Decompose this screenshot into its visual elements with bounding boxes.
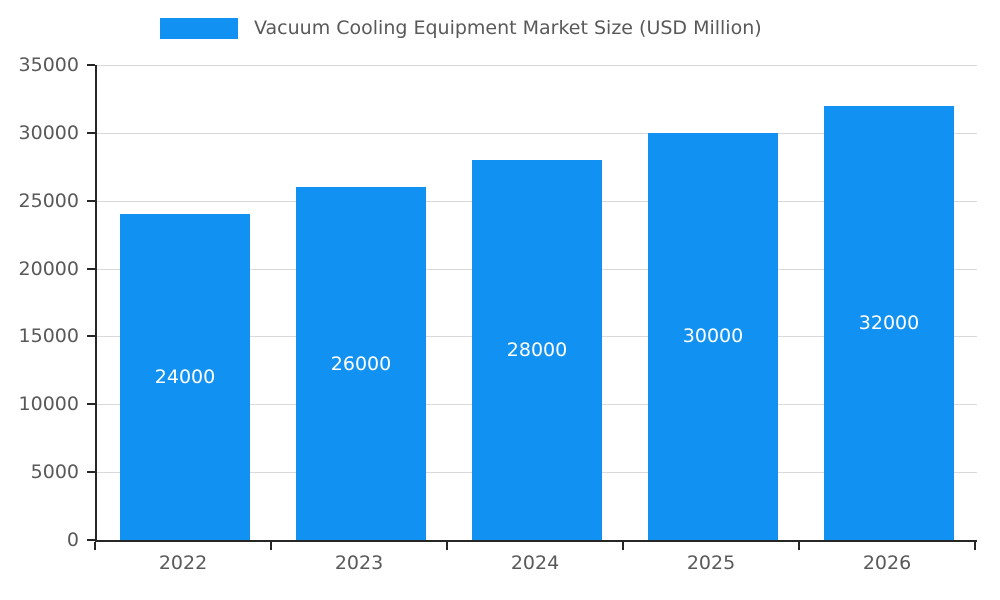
bar-value-label: 26000 <box>330 352 392 375</box>
y-tick-label: 35000 <box>18 54 79 76</box>
x-tick-mark <box>622 542 624 550</box>
chart-legend[interactable]: Vacuum Cooling Equipment Market Size (US… <box>160 17 762 39</box>
bar[interactable]: 24000 <box>120 214 250 540</box>
y-tick-mark <box>87 131 95 134</box>
bar-value-label: 30000 <box>682 325 744 348</box>
bar-value-label: 32000 <box>858 311 920 334</box>
x-tick-mark <box>270 542 272 550</box>
x-tick-label: 2022 <box>158 552 208 574</box>
y-tick-label: 20000 <box>18 257 79 280</box>
legend-label: Vacuum Cooling Equipment Market Size (US… <box>254 17 762 39</box>
y-tick-label: 30000 <box>18 121 79 144</box>
y-tick-label: 0 <box>66 529 79 551</box>
x-tick-mark <box>798 542 800 550</box>
y-tick-label: 5000 <box>30 461 79 484</box>
x-tick-label: 2026 <box>862 552 912 574</box>
gridline <box>97 65 977 66</box>
y-tick-mark <box>87 199 95 202</box>
plot-area: 24000 26000 28000 30000 32000 <box>95 65 977 542</box>
y-tick-mark <box>87 267 95 270</box>
x-tick-label: 2025 <box>686 552 736 574</box>
y-tick-mark <box>87 335 95 338</box>
bar-value-label: 24000 <box>154 366 216 389</box>
gridline <box>97 132 977 134</box>
x-tick-label: 2023 <box>334 552 384 574</box>
bar[interactable]: 28000 <box>472 160 602 540</box>
bar-value-label: 28000 <box>506 339 568 361</box>
y-tick-label: 10000 <box>18 393 79 416</box>
y-tick-label: 15000 <box>18 325 79 348</box>
x-tick-mark <box>94 542 96 550</box>
x-tick-label: 2024 <box>510 552 560 574</box>
y-tick-label: 25000 <box>18 189 79 212</box>
y-axis: 0 5000 10000 15000 20000 25000 30000 35000 <box>0 54 95 551</box>
bar[interactable]: 26000 <box>296 187 426 540</box>
x-tick-mark <box>974 542 976 550</box>
bar[interactable]: 32000 <box>824 105 954 540</box>
legend-swatch-icon <box>160 17 238 39</box>
y-tick-mark <box>87 403 95 406</box>
bar[interactable]: 30000 <box>648 132 778 540</box>
x-tick-mark <box>446 542 448 550</box>
x-axis: 2022 2023 2024 2025 2026 <box>94 542 976 587</box>
y-tick-mark <box>87 64 95 66</box>
y-tick-mark <box>87 539 95 541</box>
y-tick-mark <box>87 471 95 474</box>
